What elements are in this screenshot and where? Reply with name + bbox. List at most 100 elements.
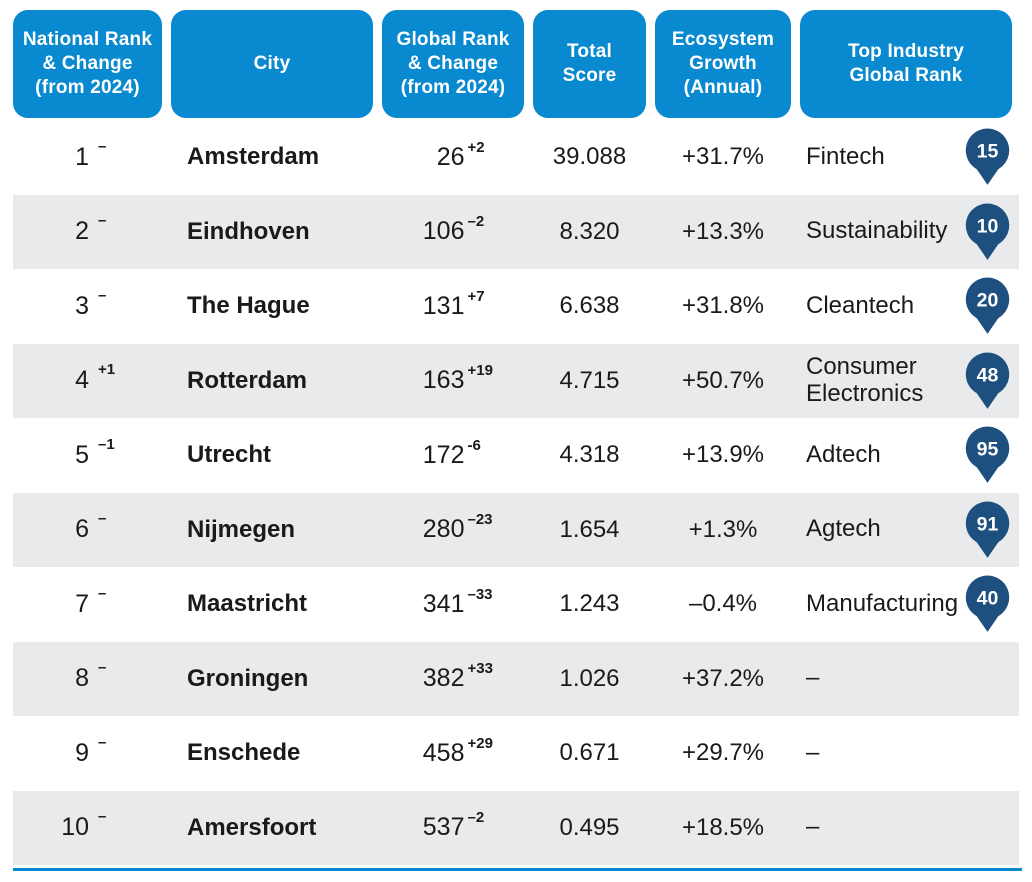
table-body: 1– Amsterdam 26 +2 39.088 +31.7% Fintech …: [13, 120, 1019, 865]
national-rank-change: –: [98, 584, 107, 602]
city-cell: Maastricht: [187, 590, 308, 618]
map-pin-icon: 20: [965, 277, 1010, 335]
total-score-cell: 1.026: [559, 664, 620, 692]
total-score-cell: 1.243: [559, 590, 620, 618]
national-rank-change: –: [98, 212, 107, 230]
growth-cell: +50.7%: [681, 366, 765, 394]
global-rank-change: +29: [467, 734, 493, 752]
city-cell: Eindhoven: [187, 217, 310, 245]
table-row: 2– Eindhoven 106 –2 8.320 +13.3% Sustaina…: [13, 194, 1019, 269]
national-rank-value: 5: [75, 440, 89, 469]
national-rank-change: –: [98, 659, 107, 677]
global-rank-cell: 382 +33: [382, 660, 524, 693]
city-cell: Groningen: [187, 664, 309, 692]
global-rank-value: 280: [422, 515, 465, 544]
growth-cell: +18.5%: [681, 813, 765, 841]
city-cell: The Hague: [187, 292, 310, 320]
industry-label: Fintech: [806, 142, 885, 170]
global-rank-cell: 172 -6: [382, 437, 524, 470]
global-rank-value: 131: [422, 291, 465, 320]
industry-cell: Cleantech 20: [800, 277, 1012, 335]
city-cell: Amsterdam: [187, 143, 320, 171]
national-rank-value: 9: [75, 738, 89, 767]
industry-cell: Agtech 91: [800, 501, 1012, 559]
table-header-row: National Rank & Change (from 2024) City …: [13, 10, 1012, 118]
national-rank-cell: 3–: [13, 287, 162, 321]
industry-label: Cleantech: [806, 291, 915, 319]
national-rank-value: 2: [75, 217, 89, 246]
table-row: 1– Amsterdam 26 +2 39.088 +31.7% Fintech …: [13, 120, 1019, 195]
global-rank-value: 458: [422, 738, 465, 767]
global-rank-change: +2: [467, 138, 485, 156]
national-rank-value: 8: [75, 664, 89, 693]
industry-rank-value: 40: [977, 588, 999, 610]
total-score-cell: 8.320: [559, 217, 620, 245]
industry-cell: Adtech 95: [800, 426, 1012, 484]
growth-cell: +13.9%: [681, 441, 765, 469]
global-rank-change: –23: [467, 511, 493, 529]
total-score-cell: 1.654: [559, 515, 620, 543]
growth-cell: +29.7%: [681, 739, 765, 767]
global-rank-change: +19: [467, 362, 493, 380]
industry-label: –: [806, 738, 820, 766]
table-row: 6– Nijmegen 280 –23 1.654 +1.3% Agtech 91: [13, 492, 1019, 567]
global-rank-value: 163: [422, 366, 465, 395]
table-row: 7– Maastricht 341 –33 1.243 –0.4% Manufac…: [13, 567, 1019, 642]
industry-rank-value: 10: [977, 215, 999, 237]
total-score-cell: 0.495: [559, 813, 620, 841]
national-rank-change: +1: [98, 361, 116, 379]
national-rank-cell: 5 –1: [13, 436, 162, 470]
industry-rank-value: 20: [977, 290, 999, 312]
industry-rank-value: 95: [977, 439, 999, 461]
city-cell: Utrecht: [187, 441, 272, 469]
national-rank-change: –: [98, 137, 107, 155]
global-rank-change: –33: [467, 585, 493, 603]
city-cell: Amersfoort: [187, 813, 317, 841]
growth-cell: +31.8%: [681, 292, 765, 320]
header-national-rank: National Rank & Change (from 2024): [13, 10, 162, 118]
industry-rank-value: 48: [977, 364, 999, 386]
map-pin-icon: 95: [965, 426, 1010, 484]
national-rank-change: –: [98, 286, 107, 304]
total-score-cell: 6.638: [559, 292, 620, 320]
national-rank-cell: 6–: [13, 510, 162, 544]
national-rank-value: 1: [75, 142, 89, 171]
industry-label: Adtech: [806, 440, 881, 468]
city-cell: Rotterdam: [187, 366, 308, 394]
map-pin-icon: 48: [965, 352, 1010, 410]
national-rank-value: 7: [75, 589, 89, 618]
total-score-cell: 39.088: [552, 143, 627, 171]
industry-rank-value: 15: [977, 141, 999, 163]
global-rank-value: 341: [422, 589, 465, 618]
global-rank-value: 537: [422, 813, 465, 842]
industry-cell: Consumer Electronics 48: [800, 352, 1012, 410]
header-global-rank: Global Rank & Change (from 2024): [382, 10, 524, 118]
industry-label: Manufacturing: [806, 589, 959, 617]
national-rank-value: 6: [75, 515, 89, 544]
total-score-cell: 4.318: [559, 441, 620, 469]
industry-cell: –: [800, 813, 1012, 841]
map-pin-icon: 91: [965, 501, 1010, 559]
national-rank-cell: 4 +1: [13, 361, 162, 395]
national-rank-cell: 2–: [13, 212, 162, 246]
global-rank-cell: 458 +29: [382, 735, 524, 768]
growth-cell: +37.2%: [681, 664, 765, 692]
industry-cell: –: [800, 738, 1012, 767]
table-row: 9– Enschede 458 +29 0.671 +29.7% –: [13, 716, 1019, 791]
header-city: City: [171, 10, 373, 118]
global-rank-cell: 106 –2: [382, 213, 524, 246]
growth-cell: +13.3%: [681, 217, 765, 245]
industry-cell: Fintech 15: [800, 128, 1012, 186]
table-row: 8– Groningen 382 +33 1.026 +37.2% –: [13, 641, 1019, 716]
growth-cell: –0.4%: [688, 590, 758, 618]
industry-cell: –: [800, 664, 1012, 692]
ranking-table: National Rank & Change (from 2024) City …: [0, 10, 1032, 882]
header-total-score: Total Score: [533, 10, 646, 118]
industry-rank-value: 91: [977, 513, 999, 535]
national-rank-value: 3: [75, 291, 89, 320]
industry-label: –: [806, 813, 820, 841]
national-rank-change: –1: [98, 435, 115, 453]
industry-cell: Sustainability 10: [800, 203, 1012, 261]
table-bottom-border: [13, 868, 1022, 871]
table-row: 10– Amersfoort 537 –2 0.495 +18.5% –: [13, 790, 1019, 865]
